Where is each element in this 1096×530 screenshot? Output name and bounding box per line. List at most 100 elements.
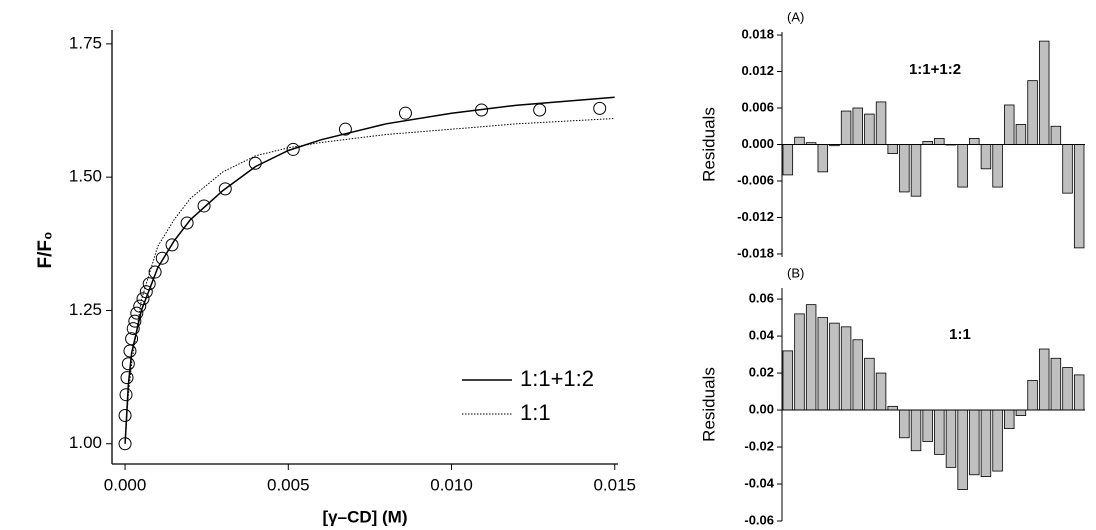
residual-bar [887, 144, 898, 155]
data-point [125, 332, 139, 346]
residual-bar [899, 144, 910, 193]
residual-bar [887, 405, 898, 411]
data-point [533, 103, 547, 117]
y-tick-label: -0.06 [744, 512, 774, 527]
residual-bar [817, 144, 829, 173]
residual-bar [899, 409, 910, 439]
residual-bar [922, 409, 933, 442]
y-axis-label: Residuals [699, 107, 718, 182]
y-tick-label: 0.000 [741, 136, 774, 151]
residual-bar [980, 409, 992, 478]
y-tick-label: -0.04 [744, 475, 774, 490]
y-tick-label: 0.00 [749, 401, 774, 416]
residual-bar [864, 357, 875, 411]
y-tick-label: 0.04 [749, 328, 775, 343]
residual-bar [1050, 357, 1062, 411]
data-point [180, 216, 194, 230]
residual-bar [1004, 409, 1015, 429]
data-point [165, 238, 179, 252]
residual-bar [852, 339, 863, 411]
annotation: 1:1+1:2 [909, 61, 961, 78]
residual-bar [980, 144, 992, 170]
residual-bar [817, 317, 829, 411]
panel-label: (A) [787, 9, 804, 24]
data-point [130, 306, 144, 320]
residual-bar [910, 144, 922, 197]
data-point [118, 408, 132, 422]
data-point [338, 122, 352, 136]
y-tick-label: 0.02 [749, 365, 774, 380]
data-point [197, 199, 211, 213]
y-tick-label: 0.006 [741, 99, 774, 114]
y-tick-label: 1.00 [69, 433, 102, 452]
residual-bar [969, 409, 980, 476]
panel-label: (B) [787, 265, 804, 280]
residual-bar [864, 113, 875, 145]
residual-bar [840, 326, 852, 411]
annotation: 1:1 [949, 326, 971, 343]
data-point [593, 101, 607, 115]
residual-bar [1027, 80, 1038, 145]
residual-bar [1038, 40, 1050, 145]
y-tick-label: -0.012 [737, 209, 774, 224]
residual-bar [794, 136, 805, 145]
residual-bar [910, 409, 922, 452]
residual-bar [782, 144, 794, 176]
y-tick-label: 0.012 [741, 63, 774, 78]
residual-bar [1062, 367, 1073, 411]
residual-bar [782, 350, 794, 411]
residual-bar [805, 304, 817, 411]
residual-bar [969, 138, 980, 145]
y-tick-label: 1.25 [69, 300, 102, 319]
residual-bar [794, 313, 805, 411]
fit-line [124, 96, 615, 444]
residual-bar [1050, 125, 1062, 145]
residual-bar [992, 409, 1003, 472]
y-tick-label: -0.018 [737, 245, 774, 260]
legend-label: 1:1 [520, 400, 551, 425]
residual-bar [829, 322, 840, 411]
y-tick-label: -0.006 [737, 172, 774, 187]
residual-bar [992, 144, 1003, 188]
y-axis-label: Residuals [699, 367, 718, 442]
fit-line [124, 118, 615, 444]
data-point [398, 106, 412, 120]
residual-bar [957, 409, 968, 490]
data-point [155, 251, 169, 265]
residual-bar [1073, 374, 1085, 411]
y-tick-label: 1.50 [69, 167, 102, 186]
x-tick-label: 0.000 [104, 475, 147, 494]
data-point [126, 322, 140, 336]
x-axis-label: [γ–CD] (M) [323, 507, 408, 526]
residual-bar [957, 144, 968, 188]
y-axis-label: F/F₀ [35, 231, 56, 268]
residual-bar [875, 372, 887, 411]
residual-bar [1062, 144, 1073, 194]
residual-bar [934, 409, 945, 455]
residual-bar [875, 101, 887, 145]
data-point [286, 142, 300, 156]
data-point [128, 314, 142, 328]
residual-bar [1015, 409, 1027, 416]
data-point [121, 357, 135, 371]
y-tick-label: -0.02 [744, 438, 774, 453]
data-point [218, 182, 232, 196]
residual-bar [840, 110, 852, 145]
x-tick-label: 0.010 [430, 475, 473, 494]
residual-bar [1004, 104, 1015, 145]
x-tick-label: 0.005 [267, 475, 310, 494]
residual-bar [945, 409, 957, 468]
legend-label: 1:1+1:2 [520, 366, 594, 391]
residual-bar [1015, 124, 1027, 145]
y-tick-label: 1.75 [69, 33, 102, 52]
residual-bar [934, 138, 945, 145]
residual-bar [852, 107, 863, 145]
data-point [120, 371, 134, 385]
data-point [148, 265, 162, 279]
x-tick-label: 0.015 [593, 475, 636, 494]
y-tick-label: 0.06 [749, 291, 774, 306]
y-tick-label: 0.018 [741, 26, 774, 41]
residual-bar [1073, 144, 1085, 249]
